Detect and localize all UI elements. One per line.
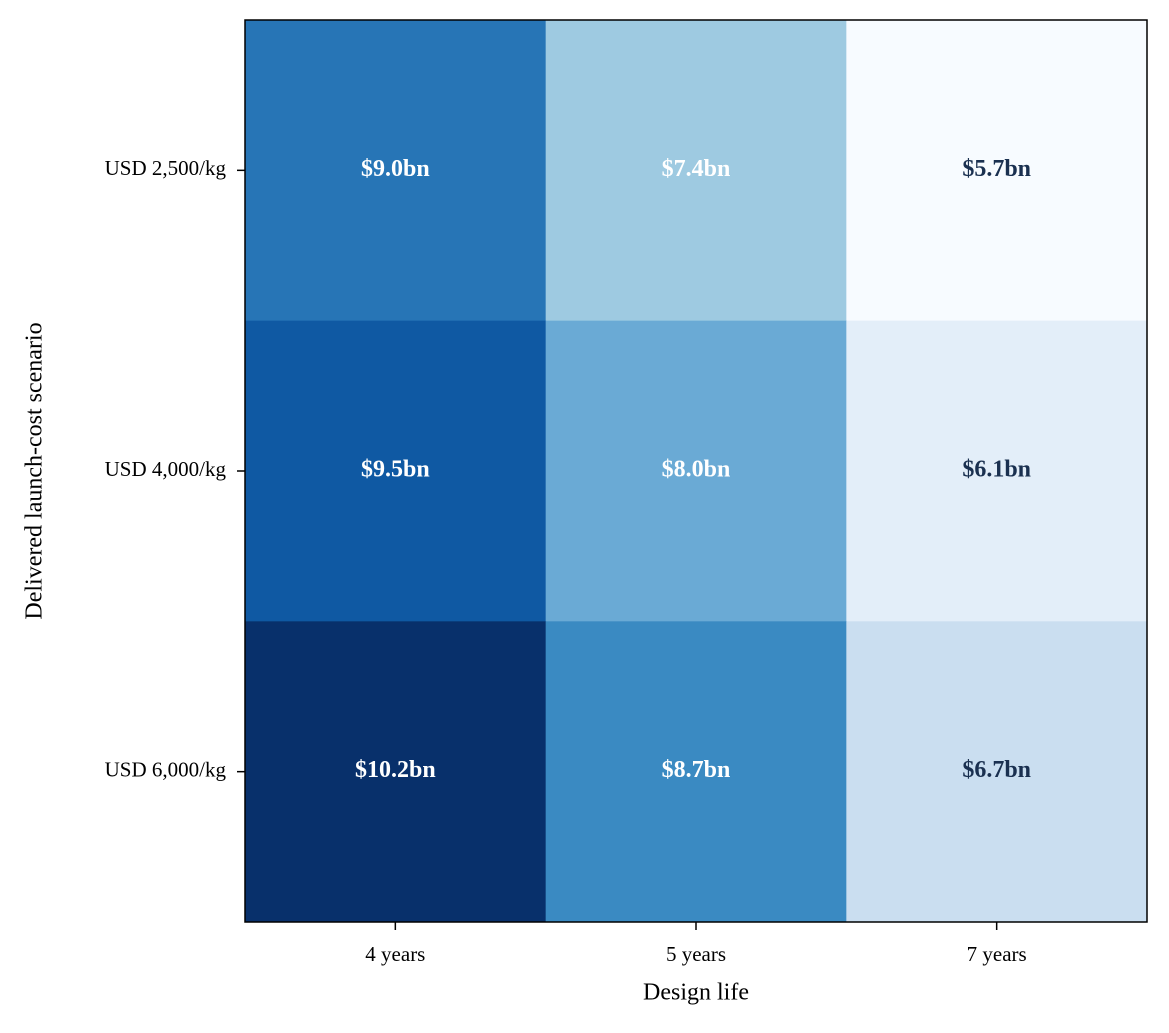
- y-tick-label: USD 6,000/kg: [105, 757, 227, 781]
- cell-label: $8.0bn: [662, 457, 731, 483]
- heatmap-cell: [545, 320, 847, 622]
- y-axis-label: Delivered launch-cost scenario: [22, 322, 48, 619]
- cell-label: $6.1bn: [962, 457, 1031, 483]
- heatmap-cell: [846, 621, 1148, 923]
- cell-label: $8.7bn: [662, 757, 731, 783]
- heatmap-cell: [846, 20, 1148, 322]
- heatmap-cell: [846, 320, 1148, 622]
- cell-label: $6.7bn: [962, 757, 1031, 783]
- heatmap-cell: [545, 621, 847, 923]
- cell-label: $10.2bn: [355, 757, 436, 783]
- cell-label: $5.7bn: [962, 156, 1031, 182]
- x-tick-label: 7 years: [967, 942, 1027, 966]
- heatmap-cell: [245, 20, 547, 322]
- heatmap-cell: [245, 320, 547, 622]
- cell-label: $7.4bn: [662, 156, 731, 182]
- x-tick-label: 5 years: [666, 942, 726, 966]
- x-axis-label: Design life: [643, 980, 749, 1006]
- y-tick-label: USD 2,500/kg: [105, 156, 227, 180]
- cell-label: $9.5bn: [361, 457, 430, 483]
- y-tick-label: USD 4,000/kg: [105, 457, 227, 481]
- heatmap-cell: [245, 621, 547, 923]
- heatmap-cell: [545, 20, 847, 322]
- x-tick-label: 4 years: [365, 942, 425, 966]
- cell-label: $9.0bn: [361, 156, 430, 182]
